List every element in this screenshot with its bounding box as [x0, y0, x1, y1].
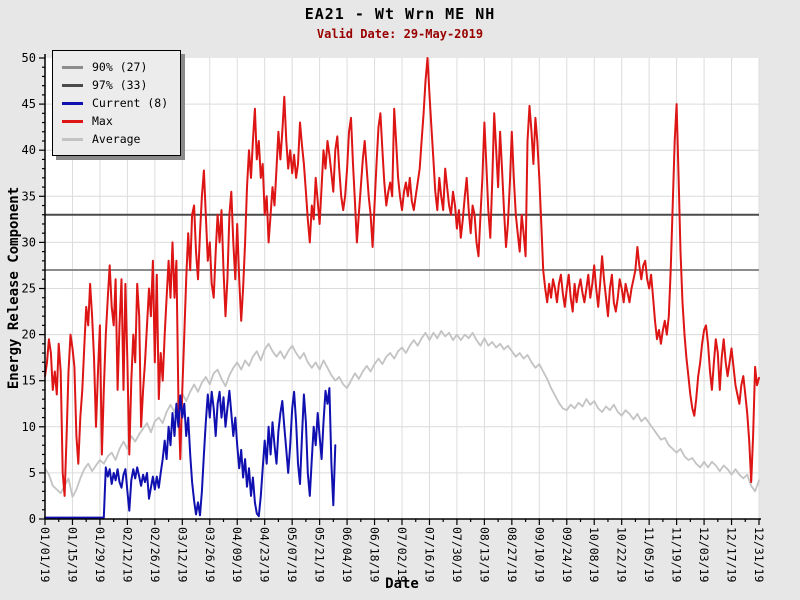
x-tick-label: 02/12/19	[120, 527, 134, 582]
x-tick-label: 05/07/19	[285, 527, 299, 582]
x-tick-label: 02/26/19	[148, 527, 162, 582]
x-tick-label: 12/03/19	[697, 527, 711, 582]
x-tick-label: 11/19/19	[670, 527, 684, 582]
x-tick-label: 12/17/19	[725, 527, 739, 582]
y-tick-label: 0	[29, 512, 36, 526]
x-tick-label: 08/13/19	[477, 527, 491, 582]
y-tick-label: 40	[22, 143, 36, 157]
valid-date-subtitle: Valid Date: 29-May-2019	[316, 27, 484, 41]
y-tick-label: 45	[22, 97, 36, 111]
y-axis-title: Energy Release Component	[6, 186, 22, 390]
x-tick-label: 09/24/19	[560, 527, 574, 582]
y-tick-label: 30	[22, 235, 36, 249]
chart-title: EA21 - Wt Wrn ME NH	[304, 5, 496, 23]
x-axis-title: Date	[385, 576, 419, 592]
legend-item: Current (8)	[62, 94, 168, 112]
x-tick-label: 11/05/19	[642, 527, 656, 582]
x-tick-label: 04/09/19	[230, 527, 244, 582]
x-tick-label: 07/02/19	[395, 527, 409, 582]
legend-item: 97% (33)	[62, 76, 168, 94]
legend-swatch-line	[62, 137, 83, 141]
x-tick-label: 07/30/19	[450, 527, 464, 582]
x-tick-label: 07/16/19	[422, 527, 436, 582]
y-tick-label: 5	[29, 466, 36, 480]
legend-item-label: Max	[92, 114, 113, 128]
x-tick-label: 10/22/19	[615, 527, 629, 582]
series-line-max	[44, 57, 760, 497]
y-tick-label: 15	[22, 374, 36, 388]
y-tick-label: 50	[22, 51, 36, 65]
legend-item: Average	[62, 130, 168, 148]
legend-box: 90% (27) 97% (33) Current (8) Max Average	[52, 50, 182, 156]
x-tick-label: 12/31/19	[752, 527, 766, 582]
x-tick-label: 04/23/19	[258, 527, 272, 582]
series-line-average	[44, 329, 760, 498]
legend-swatch-line	[62, 65, 83, 69]
x-tick-label: 06/04/19	[340, 527, 354, 582]
x-tick-label: 05/21/19	[313, 527, 327, 582]
x-tick-label: 06/18/19	[368, 527, 382, 582]
legend-item-label: 90% (27)	[92, 60, 148, 74]
legend-item-label: 97% (33)	[92, 78, 148, 92]
x-tick-label: 01/29/19	[93, 527, 107, 582]
legend-swatch-line	[62, 119, 83, 123]
legend-item: Max	[62, 112, 168, 130]
y-tick-label: 20	[22, 328, 36, 342]
x-tick-label: 09/10/19	[532, 527, 546, 582]
x-tick-label: 08/27/19	[505, 527, 519, 582]
y-tick-label: 25	[22, 282, 36, 296]
x-tick-label: 03/12/19	[175, 527, 189, 582]
legend-swatch-line	[62, 101, 83, 105]
y-tick-label: 35	[22, 189, 36, 203]
legend-swatch-line	[62, 83, 83, 87]
legend-item: 90% (27)	[62, 58, 168, 76]
x-tick-label: 10/08/19	[587, 527, 601, 582]
legend-item-label: Current (8)	[92, 96, 169, 110]
legend-item-label: Average	[92, 132, 141, 146]
series-line-current-8	[44, 387, 337, 519]
x-tick-label: 01/01/19	[38, 527, 52, 582]
y-tick-label: 10	[22, 420, 36, 434]
x-tick-label: 03/26/19	[203, 527, 217, 582]
x-tick-label: 01/15/19	[65, 527, 79, 582]
